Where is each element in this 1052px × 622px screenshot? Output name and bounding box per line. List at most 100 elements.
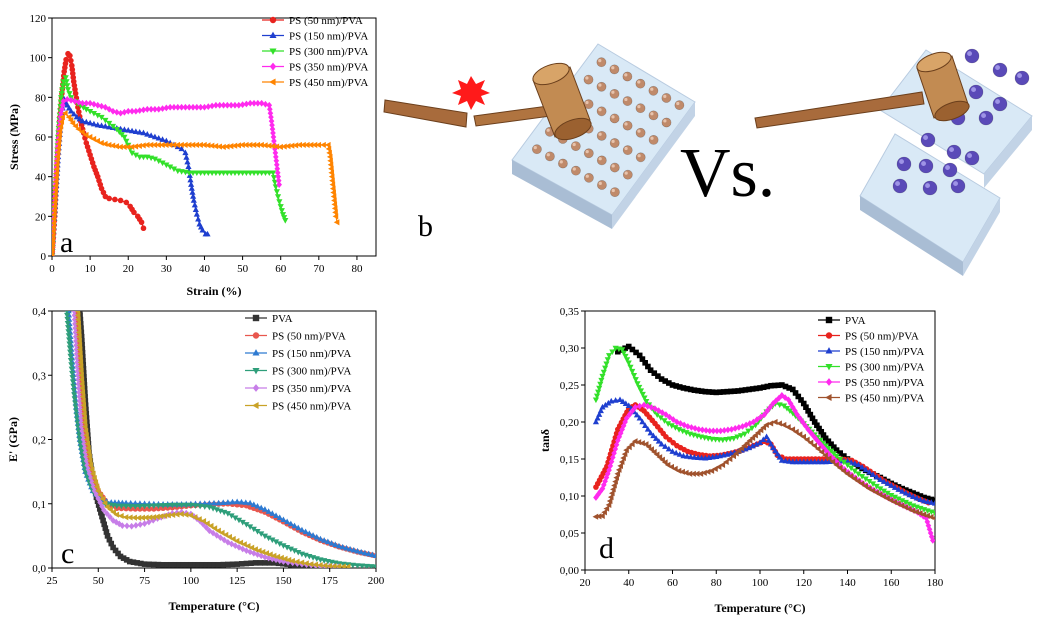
data-point: [744, 440, 750, 447]
data-point: [793, 428, 799, 435]
data-point: [620, 350, 627, 357]
data-point: [733, 450, 739, 457]
data-point: [53, 170, 59, 177]
data-point: [184, 158, 191, 165]
data-point: [280, 543, 287, 549]
data-point: [833, 461, 839, 468]
data-point: [869, 487, 876, 494]
data-point: [273, 161, 280, 169]
data-point: [721, 427, 728, 434]
data-point: [615, 437, 621, 444]
data-point: [592, 397, 600, 404]
data-point: [218, 529, 225, 536]
vs-label: Vs.: [680, 135, 775, 212]
particle: [609, 113, 620, 124]
data-point: [65, 333, 72, 339]
data-point: [869, 471, 877, 478]
data-point: [802, 422, 809, 430]
data-point: [55, 140, 62, 147]
data-point: [146, 514, 153, 521]
data-point: [221, 536, 227, 544]
data-point: [767, 403, 774, 411]
data-point: [55, 144, 61, 152]
data-point: [274, 165, 281, 173]
data-point: [679, 428, 686, 435]
data-point: [683, 430, 690, 436]
data-point: [101, 499, 108, 507]
data-point: [77, 359, 84, 366]
particle: [635, 127, 646, 138]
data-point: [67, 349, 74, 356]
particle: [964, 150, 980, 166]
data-point: [786, 385, 792, 391]
data-point: [932, 497, 935, 504]
data-point: [810, 432, 817, 440]
data-point: [118, 503, 125, 510]
data-point: [133, 107, 139, 115]
data-point: [804, 436, 810, 443]
data-point: [80, 105, 87, 111]
data-point: [741, 431, 748, 438]
data-point: [643, 399, 650, 405]
y-axis-label: tanδ: [538, 429, 552, 452]
data-point: [822, 452, 828, 459]
data-point: [140, 129, 147, 136]
data-point: [106, 195, 112, 202]
data-point: [794, 411, 800, 418]
data-point: [786, 458, 793, 464]
data-point: [728, 426, 735, 433]
data-point: [317, 535, 324, 542]
data-point: [52, 236, 56, 243]
data-point: [708, 467, 715, 474]
data-point: [603, 361, 610, 368]
data-point: [248, 560, 254, 566]
legend-entry: PS (450 nm)/PVA: [845, 393, 924, 405]
data-point: [808, 429, 814, 437]
data-point: [257, 560, 264, 566]
data-point: [78, 367, 84, 375]
data-point: [699, 426, 706, 434]
legend-marker: [269, 78, 276, 86]
data-point: [326, 153, 333, 160]
data-point: [859, 474, 866, 480]
data-point: [64, 312, 71, 319]
data-point: [52, 215, 57, 222]
data-point: [261, 533, 268, 540]
data-point: [121, 134, 128, 141]
data-point: [329, 185, 336, 192]
data-point: [629, 407, 636, 415]
panel-label-c: c: [61, 537, 74, 570]
data-point: [913, 508, 920, 516]
particle: [992, 96, 1008, 112]
legend-entry: PS (450 nm)/PVA: [289, 77, 368, 89]
data-point: [193, 210, 200, 217]
x-tick-label: 20: [580, 577, 592, 589]
data-point: [594, 414, 601, 421]
data-point: [639, 418, 646, 425]
data-point: [195, 215, 202, 222]
data-point: [924, 518, 931, 526]
data-point: [68, 362, 75, 368]
data-point: [790, 386, 796, 393]
data-point: [595, 389, 602, 396]
data-point: [779, 382, 785, 388]
legend-marker: [252, 367, 260, 375]
data-point: [692, 425, 698, 432]
data-point: [187, 512, 194, 519]
data-point: [77, 350, 83, 357]
data-point: [931, 516, 935, 521]
data-point: [750, 418, 757, 426]
data-point: [608, 397, 615, 404]
data-point: [335, 563, 342, 568]
data-point: [250, 141, 257, 149]
y-tick-label: 40: [35, 172, 47, 184]
data-point: [789, 426, 796, 433]
data-point: [595, 491, 601, 498]
data-point: [276, 541, 283, 547]
data-point: [68, 96, 74, 104]
x-tick-label: 40: [623, 577, 635, 589]
data-point: [803, 404, 809, 410]
data-point: [270, 133, 277, 141]
data-point: [757, 413, 764, 421]
data-point: [270, 175, 278, 181]
